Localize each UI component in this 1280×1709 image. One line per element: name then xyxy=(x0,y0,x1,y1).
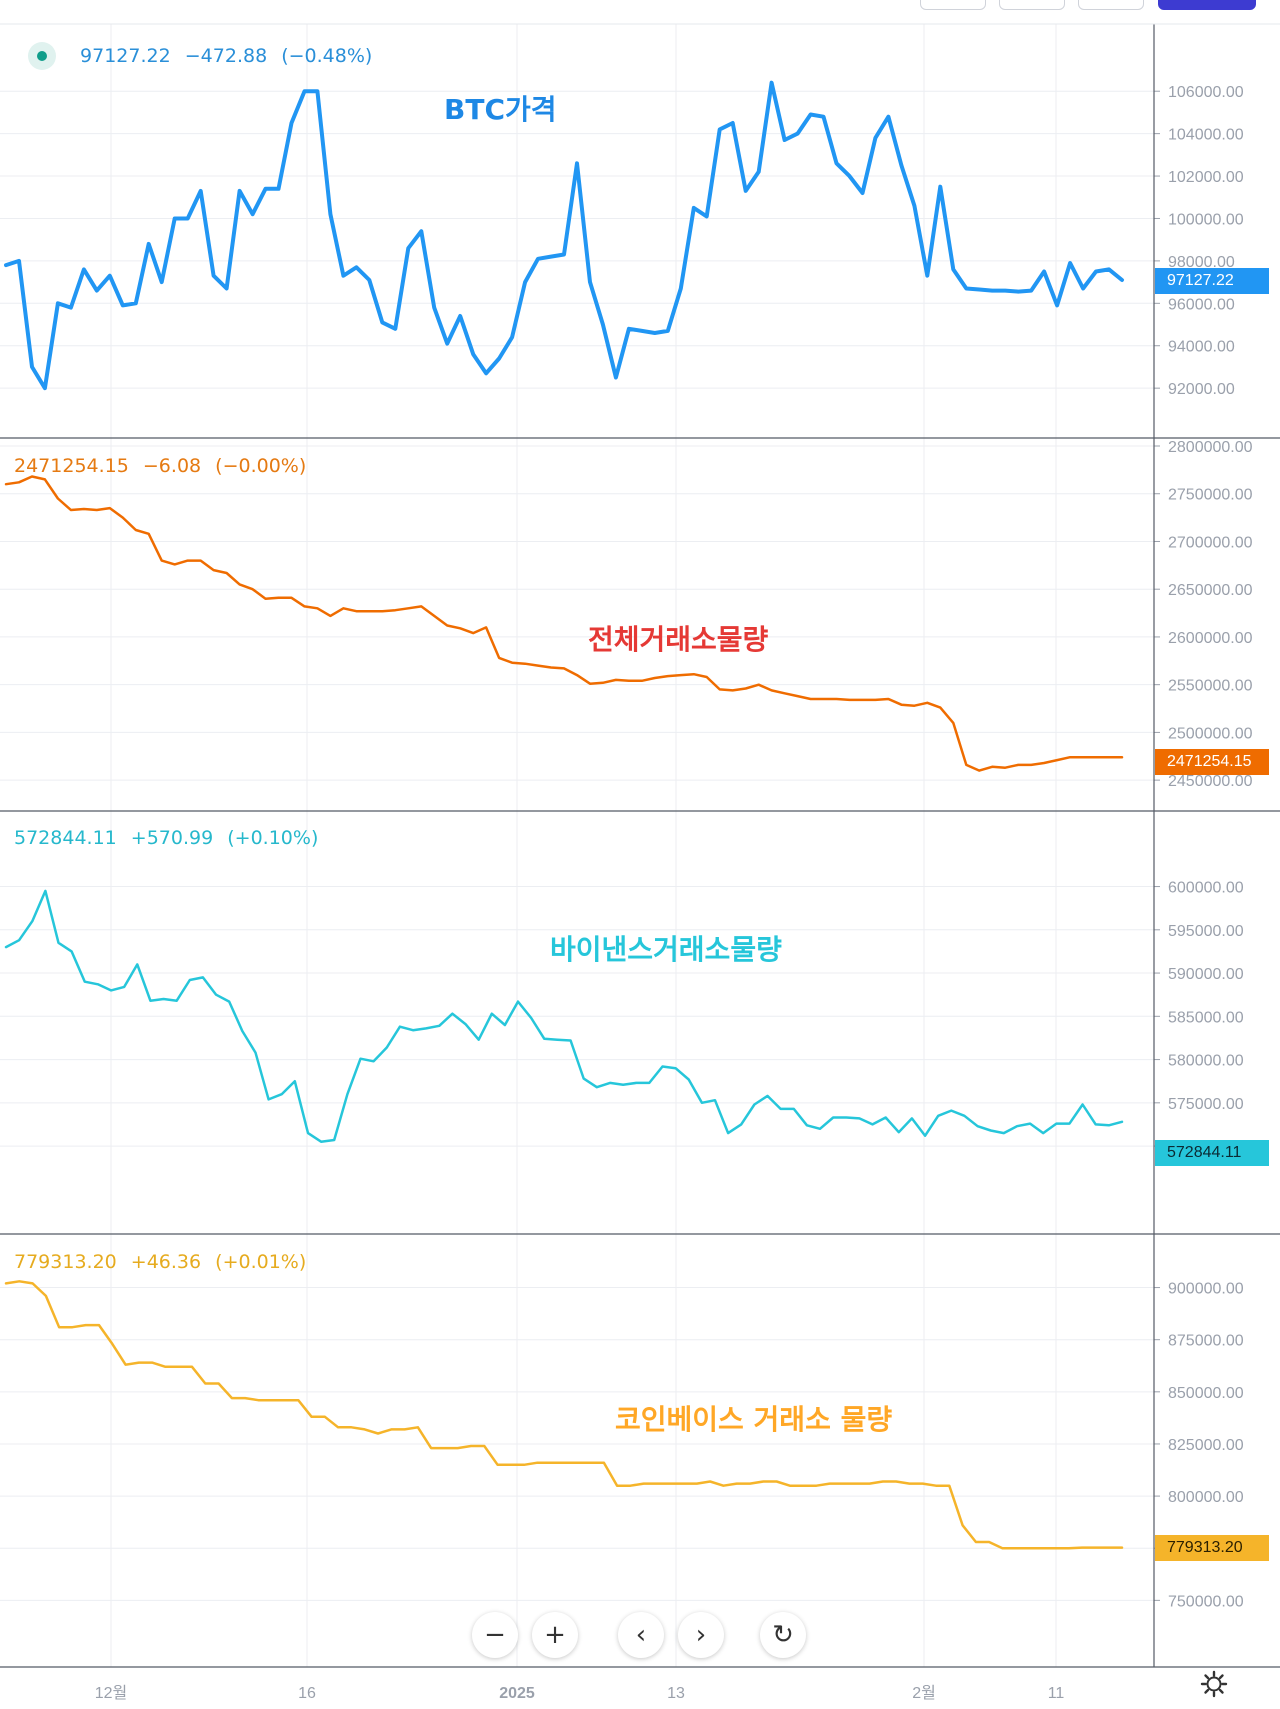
zoom-in-button[interactable]: + xyxy=(532,1612,578,1658)
y-tick-label: 106000.00 xyxy=(1168,84,1244,101)
legend-dot-icon[interactable] xyxy=(28,42,56,70)
y-tick-label: 94000.00 xyxy=(1168,339,1235,356)
legend-btc: 97127.22 −472.88 (−0.48%) xyxy=(28,42,380,70)
x-tick-label: 13 xyxy=(667,1685,685,1702)
y-tick-label: 575000.00 xyxy=(1168,1096,1244,1113)
y-tick-label: 2450000.00 xyxy=(1168,773,1253,790)
last-price-btc: 97127.22 xyxy=(1155,268,1269,294)
y-tick-label: 102000.00 xyxy=(1168,169,1244,186)
title-total: 전체거래소물량 xyxy=(588,623,769,656)
series-line-3 xyxy=(4,1280,1124,1550)
top-button-2[interactable] xyxy=(999,0,1065,10)
last-price-binance: 572844.11 xyxy=(1155,1140,1269,1166)
y-tick-label: 750000.00 xyxy=(1168,1593,1244,1610)
legend-pct: (+0.01%) xyxy=(215,1251,307,1273)
zoom-out-button[interactable]: − xyxy=(472,1612,518,1658)
x-tick-label: 11 xyxy=(1048,1685,1065,1702)
legend-change: +46.36 xyxy=(130,1251,202,1273)
x-tick-label: 2월 xyxy=(912,1684,936,1702)
legend-value: 2471254.15 xyxy=(14,455,129,477)
top-button-3[interactable] xyxy=(1078,0,1144,10)
y-tick-label: 900000.00 xyxy=(1168,1281,1244,1298)
y-tick-label: 580000.00 xyxy=(1168,1053,1244,1070)
top-button-1[interactable] xyxy=(920,0,986,10)
legend-pct: (+0.10%) xyxy=(227,827,319,849)
y-tick-label: 2600000.00 xyxy=(1168,630,1253,647)
series-line-0 xyxy=(4,80,1124,391)
legend-value: 779313.20 xyxy=(14,1251,117,1273)
y-tick-label: 98000.00 xyxy=(1168,254,1235,271)
gear-icon[interactable] xyxy=(1200,1670,1228,1706)
y-tick-label: 96000.00 xyxy=(1168,296,1235,313)
y-tick-label: 100000.00 xyxy=(1168,211,1244,228)
y-tick-label: 2750000.00 xyxy=(1168,487,1253,504)
y-tick-label: 92000.00 xyxy=(1168,381,1235,398)
legend-pct: (−0.48%) xyxy=(281,44,373,67)
title-btc: BTC가격 xyxy=(444,93,557,126)
series-line-1 xyxy=(4,475,1124,772)
scroll-right-button[interactable]: › xyxy=(678,1612,724,1658)
title-binance: 바이낸스거래소물량 xyxy=(550,933,782,966)
x-tick-label: 2025 xyxy=(499,1685,535,1702)
y-tick-label: 104000.00 xyxy=(1168,127,1244,144)
x-tick-label: 16 xyxy=(298,1685,316,1702)
legend-change: +570.99 xyxy=(130,827,214,849)
x-tick-label: 12월 xyxy=(95,1684,128,1702)
y-tick-label: 595000.00 xyxy=(1168,923,1244,940)
title-coinbase: 코인베이스 거래소 물량 xyxy=(615,1403,893,1436)
y-tick-label: 2550000.00 xyxy=(1168,678,1253,695)
y-tick-label: 2650000.00 xyxy=(1168,582,1253,599)
legend-change: −6.08 xyxy=(142,455,202,477)
chart-nav-toolbar: − + ‹ › ↻ xyxy=(472,1612,812,1662)
y-tick-label: 600000.00 xyxy=(1168,880,1244,897)
y-tick-label: 875000.00 xyxy=(1168,1333,1244,1350)
top-button-primary[interactable] xyxy=(1158,0,1256,10)
y-tick-label: 2700000.00 xyxy=(1168,534,1253,551)
y-tick-label: 2800000.00 xyxy=(1168,439,1253,456)
y-tick-label: 850000.00 xyxy=(1168,1385,1244,1402)
y-tick-label: 2500000.00 xyxy=(1168,725,1253,742)
legend-total: 2471254.15 −6.08 (−0.00%) xyxy=(14,455,314,477)
legend-pct: (−0.00%) xyxy=(215,455,307,477)
y-tick-label: 825000.00 xyxy=(1168,1437,1244,1454)
top-toolbar xyxy=(0,0,1280,24)
legend-coinbase: 779313.20 +46.36 (+0.01%) xyxy=(14,1251,314,1273)
legend-change: −472.88 xyxy=(184,44,268,67)
legend-binance: 572844.11 +570.99 (+0.10%) xyxy=(14,827,326,849)
scroll-left-button[interactable]: ‹ xyxy=(618,1612,664,1658)
y-tick-label: 800000.00 xyxy=(1168,1489,1244,1506)
legend-value: 97127.22 xyxy=(80,44,171,67)
reset-view-button[interactable]: ↻ xyxy=(760,1612,806,1658)
legend-value: 572844.11 xyxy=(14,827,117,849)
last-price-total: 2471254.15 xyxy=(1155,749,1269,775)
last-price-coinbase: 779313.20 xyxy=(1155,1535,1269,1561)
y-tick-label: 590000.00 xyxy=(1168,966,1244,983)
series-line-2 xyxy=(4,889,1124,1143)
y-tick-label: 585000.00 xyxy=(1168,1009,1244,1026)
